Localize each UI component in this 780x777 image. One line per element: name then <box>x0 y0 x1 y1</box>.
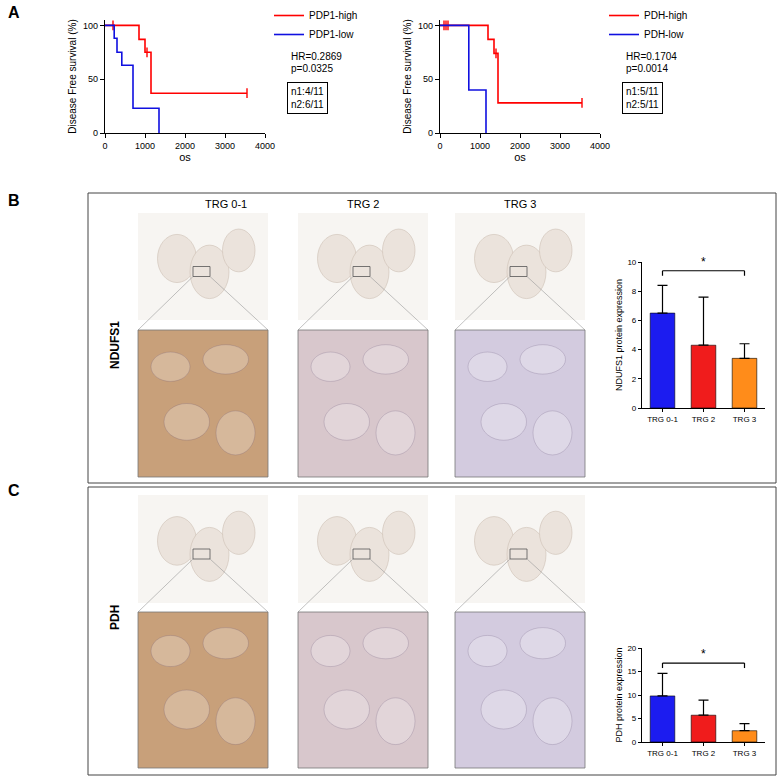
svg-text:0: 0 <box>93 128 98 138</box>
svg-text:0: 0 <box>632 738 637 747</box>
svg-text:TRG 2: TRG 2 <box>347 198 379 210</box>
svg-text:4: 4 <box>632 345 637 354</box>
svg-text:0: 0 <box>102 141 107 151</box>
svg-text:PDP1-low: PDP1-low <box>309 29 354 40</box>
svg-text:PDH-high: PDH-high <box>644 10 687 21</box>
svg-text:50: 50 <box>88 74 98 84</box>
svg-text:n1:5/11n2:5/11: n1:5/11n2:5/11 <box>626 86 659 110</box>
svg-text:TRG 2: TRG 2 <box>692 749 716 758</box>
svg-text:15: 15 <box>627 667 636 676</box>
svg-text:0: 0 <box>428 128 433 138</box>
svg-text:PDH: PDH <box>108 605 122 630</box>
svg-text:10: 10 <box>627 691 636 700</box>
svg-text:2000: 2000 <box>510 141 530 151</box>
svg-text:*: * <box>701 647 706 661</box>
svg-text:1000: 1000 <box>135 141 155 151</box>
svg-text:PDH-low: PDH-low <box>644 29 684 40</box>
svg-text:*: * <box>701 255 706 269</box>
svg-text:10: 10 <box>627 258 636 267</box>
svg-text:TRG 3: TRG 3 <box>733 415 757 424</box>
svg-text:os: os <box>514 151 526 163</box>
svg-text:TRG 2: TRG 2 <box>692 415 716 424</box>
svg-text:p=0.0325: p=0.0325 <box>291 63 333 74</box>
svg-text:3000: 3000 <box>550 141 570 151</box>
svg-text:PDH protein expression: PDH protein expression <box>614 647 624 742</box>
svg-text:2000: 2000 <box>175 141 195 151</box>
svg-text:Disease Free survival (%): Disease Free survival (%) <box>402 19 413 133</box>
svg-text:os: os <box>179 151 191 163</box>
svg-text:6: 6 <box>632 316 637 325</box>
svg-text:n1:4/11n2:6/11: n1:4/11n2:6/11 <box>291 86 324 110</box>
svg-text:TRG 3: TRG 3 <box>504 198 536 210</box>
svg-text:100: 100 <box>418 21 433 31</box>
svg-text:HR=0.1704: HR=0.1704 <box>626 51 677 62</box>
svg-text:TRG 0-1: TRG 0-1 <box>647 749 678 758</box>
svg-text:NDUFS1: NDUFS1 <box>108 321 122 369</box>
svg-text:TRG 3: TRG 3 <box>733 749 757 758</box>
svg-text:1000: 1000 <box>470 141 490 151</box>
svg-text:5: 5 <box>632 714 637 723</box>
svg-text:0: 0 <box>437 141 442 151</box>
svg-text:PDP1-high: PDP1-high <box>309 10 357 21</box>
svg-text:4000: 4000 <box>590 141 610 151</box>
svg-text:HR=0.2869: HR=0.2869 <box>291 51 342 62</box>
svg-text:B: B <box>8 192 20 209</box>
svg-text:20: 20 <box>627 644 636 653</box>
svg-text:4000: 4000 <box>255 141 275 151</box>
svg-text:3000: 3000 <box>215 141 235 151</box>
svg-text:Disease Free survival (%): Disease Free survival (%) <box>67 19 78 133</box>
svg-text:50: 50 <box>423 74 433 84</box>
svg-text:100: 100 <box>83 21 98 31</box>
svg-text:TRG 0-1: TRG 0-1 <box>205 198 247 210</box>
svg-text:NDUFS1 protein expression: NDUFS1 protein expression <box>614 279 624 391</box>
svg-text:p=0.0014: p=0.0014 <box>626 63 668 74</box>
svg-text:0: 0 <box>632 404 637 413</box>
svg-text:2: 2 <box>632 375 637 384</box>
svg-text:A: A <box>8 4 20 21</box>
svg-text:C: C <box>8 482 20 499</box>
svg-text:8: 8 <box>632 287 637 296</box>
svg-text:TRG 0-1: TRG 0-1 <box>647 415 678 424</box>
